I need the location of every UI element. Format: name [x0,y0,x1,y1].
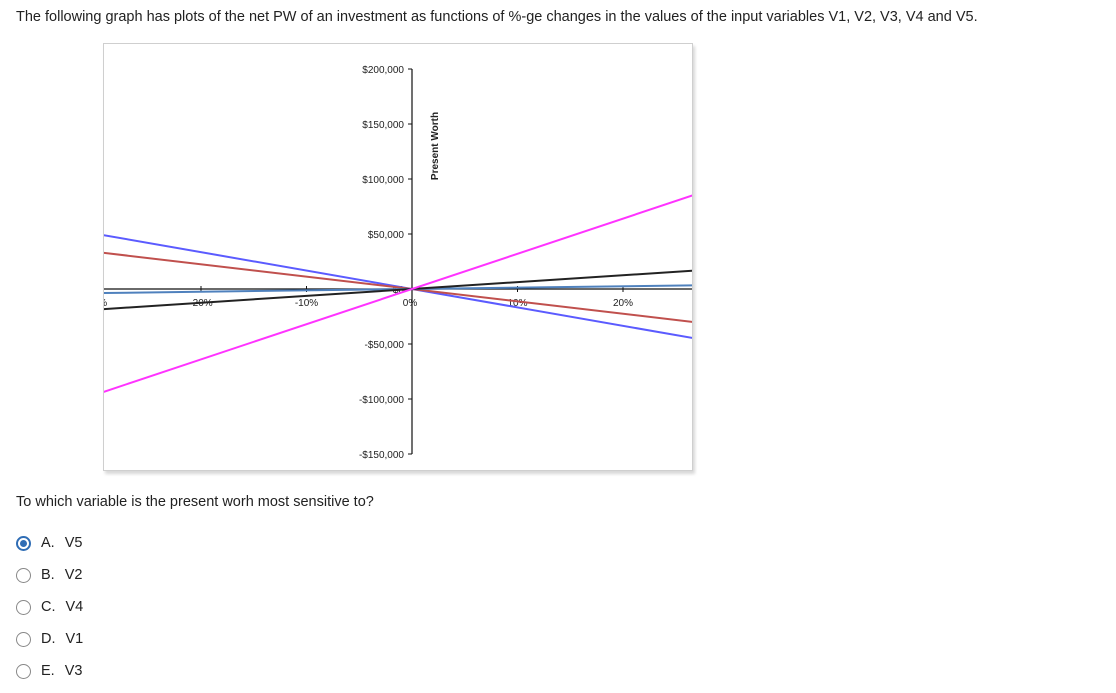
y-tick-label: -$50,000 [365,340,405,351]
sensitivity-chart: -50%-40%-30%-20%-10%0%10%20%30%40%50%$20… [103,43,693,471]
option-a[interactable]: A. V5 [16,527,83,559]
option-b[interactable]: B. V2 [16,559,83,591]
option-b-label: V2 [64,567,83,583]
x-tick-label: -30% [104,298,107,309]
y-tick-label: $50,000 [368,230,405,241]
option-a-label: V5 [64,535,83,551]
option-c-letter: C. [41,599,56,615]
radio-e[interactable] [16,663,31,679]
question-prompt: To which variable is the present worh mo… [16,494,374,510]
option-c[interactable]: C. V4 [16,591,83,623]
x-tick-label: 0% [403,298,418,309]
radio-a[interactable] [16,535,31,551]
chart-svg: -50%-40%-30%-20%-10%0%10%20%30%40%50%$20… [104,65,692,461]
option-b-letter: B. [41,567,55,583]
option-e[interactable]: E. V3 [16,655,83,687]
option-d[interactable]: D. V1 [16,623,83,655]
y-tick-label: $200,000 [362,65,404,76]
radio-d[interactable] [16,631,31,647]
y-tick-label: -$100,000 [359,395,404,406]
option-e-letter: E. [41,663,55,679]
x-tick-label: -10% [295,298,318,309]
x-tick-label: 20% [613,298,633,309]
option-d-label: V1 [65,631,84,647]
y-tick-label: $100,000 [362,175,404,186]
option-e-label: V3 [64,663,83,679]
y-tick-label: $150,000 [362,120,404,131]
radio-b[interactable] [16,567,31,583]
option-c-label: V4 [65,599,84,615]
question-text: The following graph has plots of the net… [16,9,978,25]
option-d-letter: D. [41,631,56,647]
y-axis-title: Present Worth [430,112,441,180]
answer-options: A. V5 B. V2 C. V4 D. V1 E. V3 [16,527,83,687]
series-line-v5 [104,194,692,393]
option-a-letter: A. [41,535,55,551]
x-tick-label: 10% [507,298,527,309]
y-tick-label: -$150,000 [359,450,404,461]
radio-c[interactable] [16,599,31,615]
